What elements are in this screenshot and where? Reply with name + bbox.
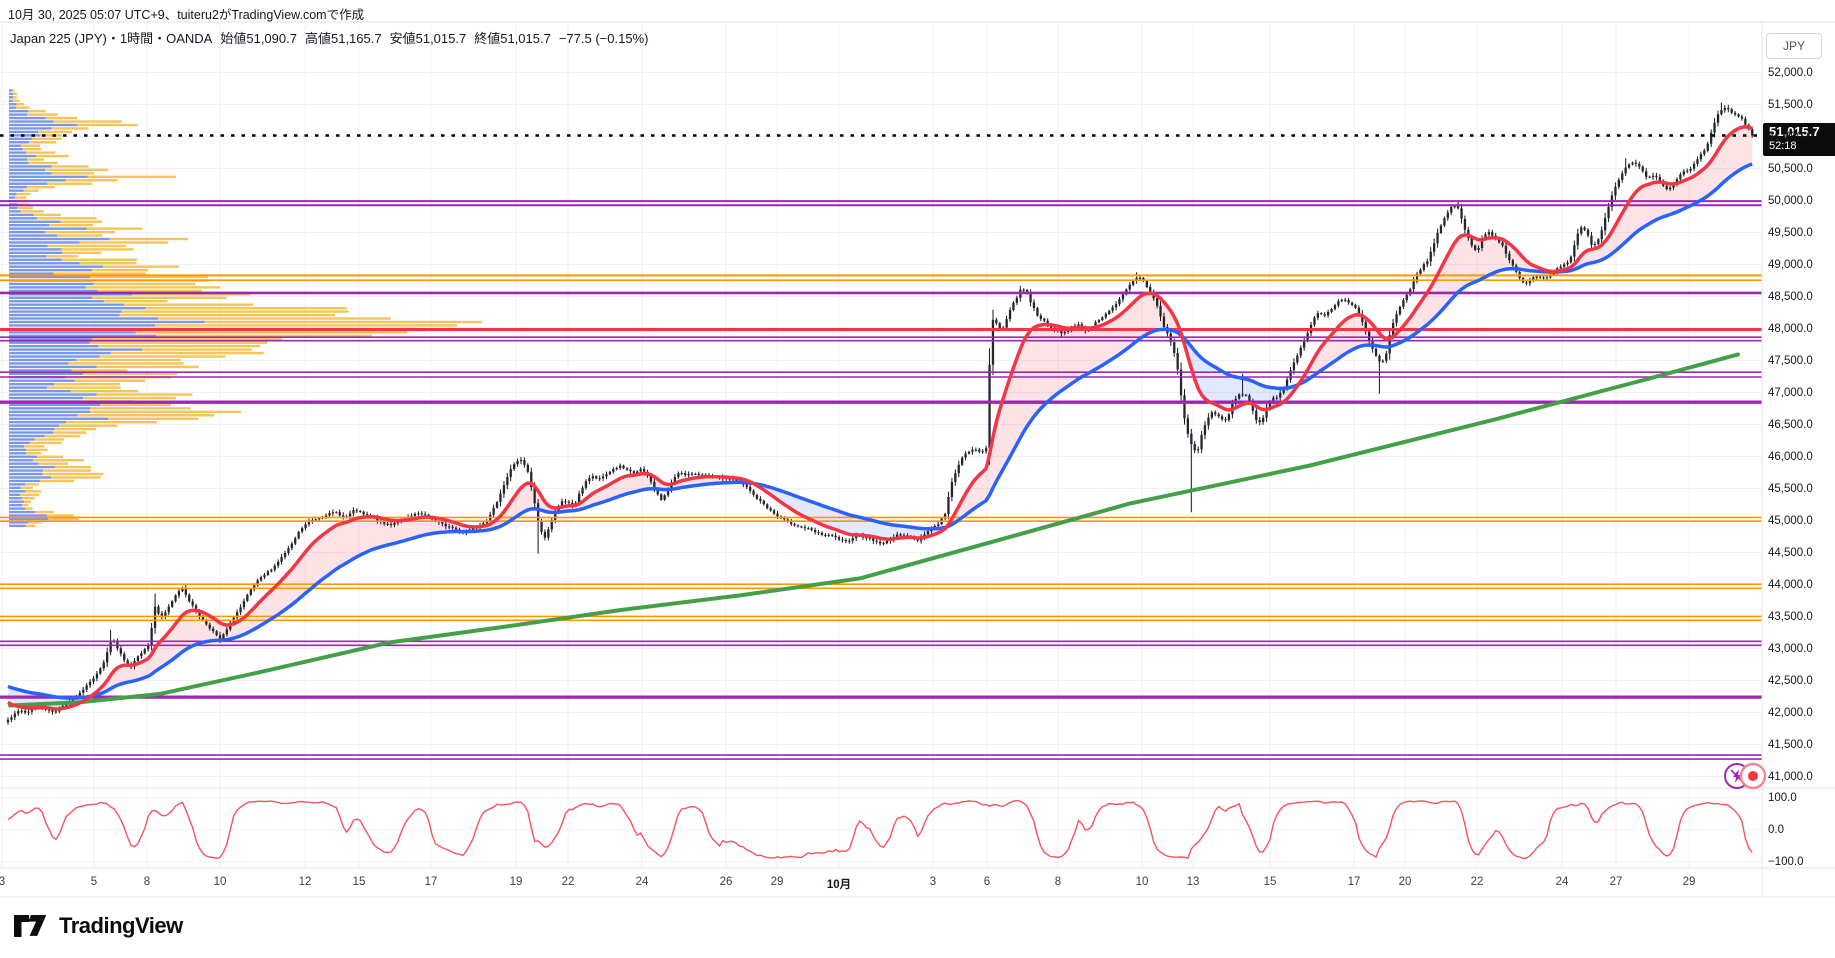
volume-profile — [9, 89, 482, 528]
fast-ma-line — [7, 125, 1753, 711]
horizontal-level-lines[interactable] — [0, 200, 1762, 760]
last-price-value: 51,015.7 — [1769, 124, 1820, 139]
oscillator-axis-label: −100.0 — [1768, 856, 1804, 868]
price-axis-label: 44,000.0 — [1768, 578, 1813, 591]
moving-averages — [7, 125, 1753, 711]
oscillator-line — [7, 799, 1753, 860]
price-axis-label: 50,500.0 — [1768, 162, 1813, 175]
time-axis-label: 10 — [213, 876, 227, 888]
legend-change: −77.5 (−0.15%) — [558, 31, 649, 46]
time-axis-label: 8 — [143, 876, 151, 888]
price-axis-label: 42,000.0 — [1768, 706, 1813, 719]
legend-separator-1: ・ — [106, 31, 120, 46]
time-axis-label: 22 — [561, 876, 575, 888]
legend-low-label: 安値 — [389, 31, 416, 46]
legend-close-label: 終値 — [474, 31, 501, 46]
chart-legend[interactable]: Japan 225 (JPY)・1時間・OANDA 始値51,090.7 高値51,… — [10, 28, 648, 47]
price-axis-label: 43,000.0 — [1768, 642, 1813, 655]
gridlines — [0, 23, 1762, 868]
time-axis-label: 6 — [983, 876, 991, 888]
price-axis-label: 50,000.0 — [1768, 194, 1813, 207]
time-axis-label: 17 — [424, 876, 438, 888]
price-axis-label: 46,500.0 — [1768, 418, 1813, 431]
price-axis-label: 49,500.0 — [1768, 226, 1813, 239]
price-axis-label: 52,000.0 — [1768, 66, 1813, 79]
time-axis-label: 10月 — [826, 879, 852, 891]
slow-ma-line — [7, 162, 1753, 700]
time-axis-label: 10 — [1135, 876, 1149, 888]
legend-timeframe[interactable]: 1時間 — [119, 31, 154, 46]
legend-separator-2: ・ — [153, 31, 167, 46]
last-price-badge[interactable]: 51,015.7 52:18 — [1763, 123, 1835, 156]
time-axis-label: 15 — [1263, 876, 1277, 888]
price-axis-label: 41,500.0 — [1768, 738, 1813, 751]
price-axis-label: 46,000.0 — [1768, 450, 1813, 463]
time-axis-label: 5 — [90, 876, 98, 888]
price-axis-label: 47,500.0 — [1768, 354, 1813, 367]
creation-timestamp: 10月 30, 2025 05:07 UTC+9、tuiteru2がTradin… — [8, 8, 365, 22]
price-axis-label: 45,500.0 — [1768, 482, 1813, 495]
time-axis-label: 3 — [0, 876, 6, 888]
price-axis-label: 49,000.0 — [1768, 258, 1813, 271]
legend-open-value: 51,090.7 — [246, 31, 297, 46]
time-axis-label: 3 — [929, 876, 937, 888]
oscillator-axis-label: 100.0 — [1768, 792, 1797, 804]
tradingview-logo-icon — [14, 914, 47, 937]
candlestick-series — [6, 102, 1754, 725]
price-axis-label: 44,500.0 — [1768, 546, 1813, 559]
legend-high-label: 高値 — [304, 31, 331, 46]
price-axis-label: 47,000.0 — [1768, 386, 1813, 399]
time-axis-label: 29 — [770, 876, 784, 888]
legend-high-value: 51,165.7 — [330, 31, 382, 46]
time-axis-label: 19 — [509, 876, 523, 888]
legend-open-label: 始値 — [220, 31, 247, 46]
time-axis-label: 24 — [1555, 876, 1569, 888]
brand-name: TradingView — [59, 913, 183, 938]
oscillator-pane — [7, 799, 1753, 860]
time-axis-label: 15 — [352, 876, 366, 888]
trend-ma-line — [8, 352, 1740, 708]
time-axis-label: 22 — [1470, 876, 1484, 888]
legend-exchange: OANDA — [166, 31, 213, 46]
time-axis-label: 26 — [719, 876, 733, 888]
time-axis-label: 27 — [1609, 876, 1623, 888]
bar-countdown: 52:18 — [1769, 139, 1797, 152]
currency-toggle-button[interactable]: JPY — [1766, 33, 1822, 59]
time-axis-label: 12 — [298, 876, 312, 888]
time-axis-label: 17 — [1347, 876, 1361, 888]
price-axis-label: 48,000.0 — [1768, 322, 1813, 335]
oscillator-axis-label: 0.0 — [1768, 824, 1784, 836]
price-axis-label: 51,000.0 — [1768, 130, 1813, 143]
time-axis-label: 8 — [1054, 876, 1062, 888]
pane-borders — [0, 21, 1835, 898]
legend-low-value: 51,015.7 — [415, 31, 467, 46]
price-axis-label: 45,000.0 — [1768, 514, 1813, 527]
time-axis-label: 13 — [1186, 876, 1200, 888]
legend-symbol[interactable]: Japan 225 (JPY) — [10, 31, 107, 46]
time-axis-label: 20 — [1398, 876, 1412, 888]
time-axis-label: 29 — [1682, 876, 1696, 888]
legend-close-value: 51,015.7 — [500, 31, 551, 46]
price-axis-label: 43,500.0 — [1768, 610, 1813, 623]
price-axis-label: 41,000.0 — [1768, 770, 1813, 783]
record-dot-icon[interactable] — [1739, 762, 1767, 790]
price-axis-label: 48,500.0 — [1768, 290, 1813, 303]
price-axis-label: 42,500.0 — [1768, 674, 1813, 687]
price-axis-label: 51,500.0 — [1768, 98, 1813, 111]
tradingview-logo[interactable]: TradingView — [13, 913, 183, 939]
time-axis-label: 24 — [635, 876, 649, 888]
